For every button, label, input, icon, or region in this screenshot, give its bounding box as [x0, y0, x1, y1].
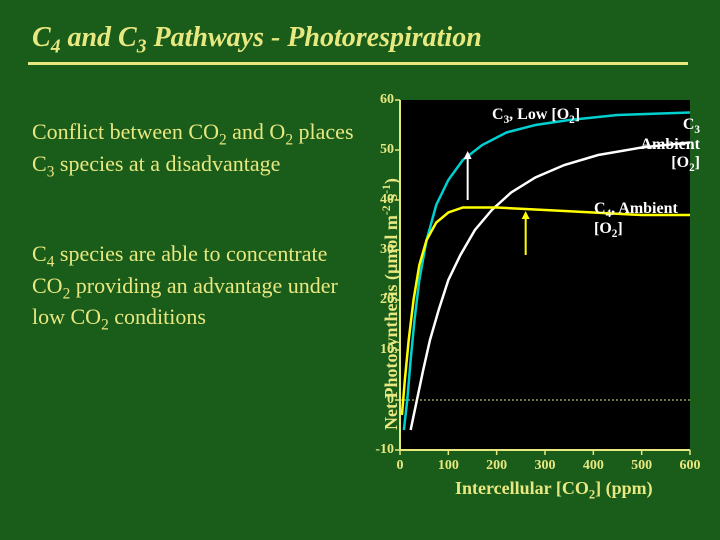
x-tick-label: 500	[631, 458, 652, 474]
y-tick-label: 60	[366, 92, 394, 108]
x-axis-label: Intercellular [CO2] (ppm)	[455, 478, 653, 503]
y-tick-label: 40	[366, 192, 394, 208]
x-tick-label: 200	[486, 458, 507, 474]
y-tick-label: 10	[366, 342, 394, 358]
x-tick-label: 0	[397, 458, 404, 474]
series-label-c3_amb: C3Ambient [O2]	[625, 116, 700, 174]
series-label-c3_low: C3, Low [O2]	[492, 106, 580, 126]
x-tick-label: 400	[583, 458, 604, 474]
y-tick-label: 50	[366, 142, 394, 158]
chart-container: Net Photosynthesis (µmol m-2 s-1) Interc…	[370, 100, 700, 500]
y-tick-label: 0	[366, 392, 394, 408]
y-tick-label: 20	[366, 292, 394, 308]
slide-title: C4 and C3 Pathways - Photorespiration	[32, 22, 482, 59]
y-tick-label: 30	[366, 242, 394, 258]
paragraph-1: Conflict between CO2 and O2 places C3 sp…	[32, 118, 362, 181]
x-tick-label: 100	[438, 458, 459, 474]
title-divider	[28, 62, 688, 65]
x-tick-label: 300	[535, 458, 556, 474]
x-tick-label: 600	[680, 458, 701, 474]
paragraph-2: C4 species are able to concentrate CO2 p…	[32, 240, 362, 335]
series-label-c4_amb: C4, Ambient [O2]	[594, 200, 700, 240]
y-tick-label: -10	[366, 442, 394, 458]
